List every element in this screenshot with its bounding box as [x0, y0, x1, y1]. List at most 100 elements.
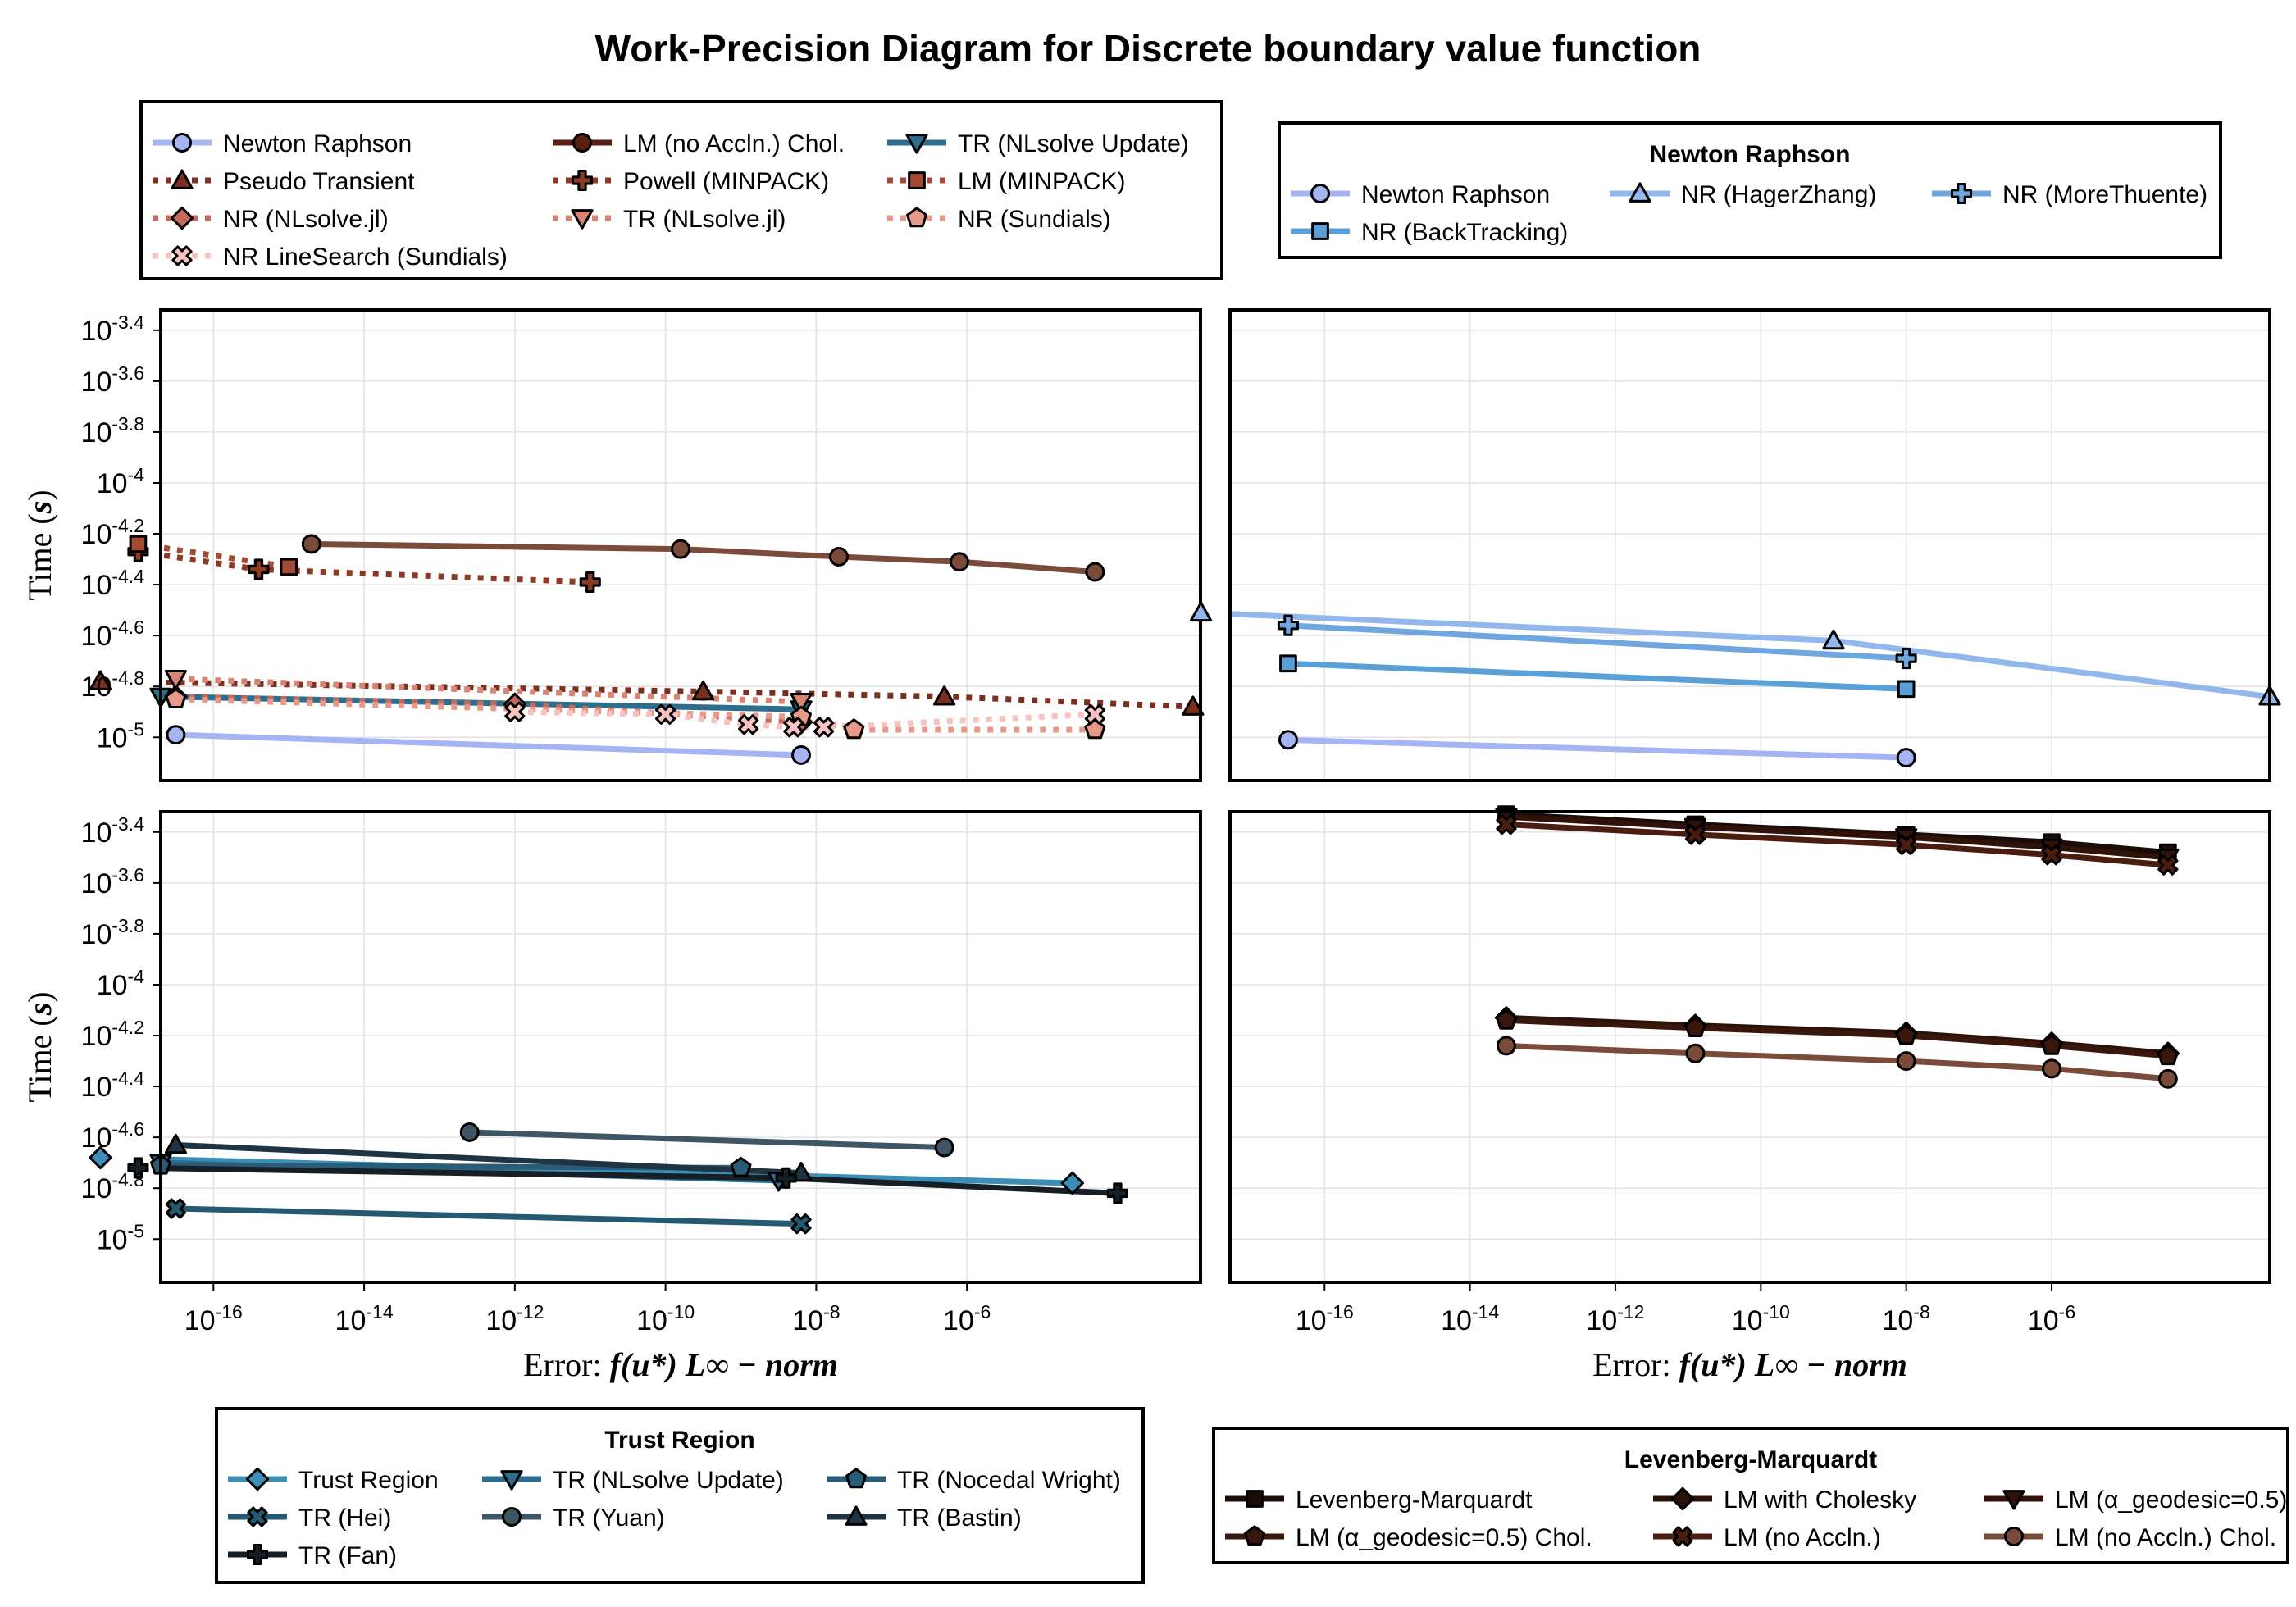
x-tick-label: 10-10 — [636, 1301, 695, 1336]
data-point-powell-minpack — [248, 558, 270, 580]
y-tick-label: 10-4.6 — [81, 1118, 144, 1154]
series-line-nr-linesearch-sundials — [514, 708, 1096, 731]
legend-swatch-marker — [245, 1467, 270, 1491]
figure-title: Work-Precision Diagram for Discrete boun… — [595, 27, 1702, 70]
legend-entry-nr-hagerzhang: NR (HagerZhang) — [1610, 181, 1876, 208]
data-point-lm-no-accln-chol — [829, 547, 849, 567]
legend-entry-nr-nlsolve-jl: NR (NLsolve.jl) — [153, 206, 389, 233]
legend-entry-tr-nlsolve-update: TR (NLsolve Update) — [887, 130, 1189, 157]
data-point-lm-no-accln-chol — [950, 552, 969, 572]
series-group — [161, 1129, 1118, 1227]
series-line-lm-no-accln-chol — [1506, 1042, 2169, 1082]
data-point-tr-fan — [127, 1157, 149, 1179]
x-tick-label: 10-14 — [1441, 1301, 1499, 1336]
data-point-nr-morethuente — [1277, 614, 1299, 636]
series-line-lm-no-accln-chol — [311, 540, 1096, 576]
legend-swatch-marker — [171, 245, 193, 266]
markers-group — [1494, 805, 2180, 1089]
legend-entry-nr-backtracking: NR (BackTracking) — [1291, 219, 1568, 246]
legend-label: LM with Cholesky — [1724, 1486, 1916, 1514]
y-axis-label: Time (s) — [21, 991, 58, 1102]
data-point-lm-geodesic-0-5-chol — [2040, 1034, 2062, 1055]
data-point-nr-linesearch-sundials — [1084, 703, 1105, 725]
panel-bottom-right: 10-16 10-14 10-12 10-10 10-8 10-6 Error: f(u*)… — [1228, 805, 2271, 1383]
legend-frame — [1212, 1427, 2289, 1564]
markers-group — [89, 1122, 1128, 1235]
y-tick-label: 10-4.6 — [81, 617, 144, 652]
markers-group — [1189, 601, 2281, 768]
legend-label: Pseudo Transient — [223, 168, 415, 195]
series-line-lm-geodesic-0-5 — [1506, 813, 2169, 861]
y-tick-label: 10-3.4 — [81, 312, 145, 347]
legend-label: Trust Region — [298, 1467, 439, 1494]
legend-entry-trust-region: Trust Region — [228, 1467, 439, 1494]
x-tick-label: 10-10 — [1732, 1301, 1790, 1336]
legend-swatch-marker — [845, 1505, 868, 1526]
legend-frame — [215, 1407, 1145, 1584]
legend-entry-tr-nlsolve-jl: TR (NLsolve.jl) — [553, 206, 786, 233]
x-axis-label: Error: f(u*) L∞ − norm — [523, 1346, 838, 1383]
legend-label: LM (MINPACK) — [958, 168, 1125, 195]
data-point-nr-linesearch-sundials — [813, 717, 835, 738]
series-line-newton-raphson — [175, 731, 802, 758]
markers-group — [89, 534, 1205, 765]
x-tick-label: 10-16 — [184, 1301, 243, 1336]
y-axis-label: Time (s) — [21, 489, 58, 600]
data-point-nr-backtracking — [1897, 680, 1916, 699]
legend-swatch-marker — [908, 171, 926, 189]
x-tick-label: 10-16 — [1296, 1301, 1354, 1336]
data-point-nr-backtracking — [1279, 654, 1297, 673]
legend-frame — [139, 100, 1223, 280]
series-group — [1230, 611, 2270, 761]
series-line-trust-region — [161, 1156, 1073, 1186]
legend-entry-lm-no-accln-chol: LM (no Accln.) Chol. — [1984, 1524, 2276, 1551]
legend-entry-pseudo-transient: Pseudo Transient — [153, 168, 415, 195]
data-point-nr-hagerzhang — [1822, 629, 1845, 650]
data-point-lm-no-accln — [1684, 824, 1706, 845]
data-point-lm-geodesic-0-5-chol — [1684, 1017, 1706, 1038]
y-tick-label: 10-3.8 — [81, 413, 144, 448]
data-point-tr-nocedal-wright — [730, 1156, 752, 1177]
x-tick-label: 10-6 — [2028, 1301, 2075, 1336]
data-point-pseudo-transient — [691, 680, 715, 701]
legend-frame — [1278, 121, 2222, 259]
data-point-lm-no-accln-chol — [2157, 1068, 2178, 1089]
data-point-tr-yuan — [934, 1137, 954, 1158]
legend-label: TR (Bastin) — [897, 1505, 1022, 1532]
data-point-lm-no-accln — [1896, 834, 1917, 855]
legend-label: Levenberg-Marquardt — [1296, 1486, 1533, 1514]
series-group — [161, 540, 1193, 758]
legend-entry-newton-raphson: Newton Raphson — [153, 130, 412, 157]
legend-swatch-marker — [905, 134, 928, 154]
y-tick-label: 10-4 — [97, 966, 144, 1001]
legend-entry-tr-nlsolve-update: TR (NLsolve Update) — [482, 1467, 784, 1494]
series-line-newton-raphson — [1287, 736, 1906, 761]
data-point-pseudo-transient — [1182, 695, 1205, 716]
series-line-tr-hei — [175, 1205, 802, 1227]
legend-entry-tr-hei: TR (Hei) — [228, 1505, 391, 1532]
legend-entry-nr-sundials: NR (Sundials) — [887, 206, 1111, 233]
plot-frame — [159, 308, 1202, 782]
legend-label: TR (Yuan) — [553, 1505, 665, 1532]
legend-label: NR (MoreThuente) — [2002, 181, 2207, 208]
data-point-nr-linesearch-sundials — [504, 701, 526, 722]
data-point-lm-no-accln — [2041, 844, 2062, 866]
x-tick-label: 10-6 — [943, 1301, 991, 1336]
y-tick-label: 10-4.8 — [81, 667, 144, 703]
data-point-trust-region — [1060, 1171, 1084, 1195]
y-tick-label: 10-4.4 — [81, 566, 145, 601]
data-point-lm-no-accln-chol — [1896, 1051, 1916, 1072]
series-line-nr-sundials — [175, 696, 1096, 733]
legend-bottom-left: Trust Region Trust Region TR (NLsolve Upda… — [215, 1407, 1145, 1584]
data-point-lm-no-accln — [1496, 813, 1517, 835]
y-tick-label: 10-3.4 — [81, 813, 145, 849]
legend-swatch-marker — [171, 169, 194, 189]
data-point-lm-no-accln-chol — [1685, 1043, 1706, 1063]
data-point-tr-hei — [790, 1213, 812, 1235]
series-line-nr-morethuente — [1287, 622, 1906, 662]
legend-swatch-marker — [172, 133, 192, 153]
panel-top-left: 10-3.4 10-3.6 10-3.8 10-4 10-4.2 10-4.4 10-4.6… — [21, 308, 1205, 782]
legend-top-right: Newton Raphson Newton Raphson NR (HagerZha… — [1278, 121, 2222, 259]
y-tick-label: 10-4.4 — [81, 1068, 145, 1103]
legend-title: Trust Region — [604, 1427, 754, 1454]
